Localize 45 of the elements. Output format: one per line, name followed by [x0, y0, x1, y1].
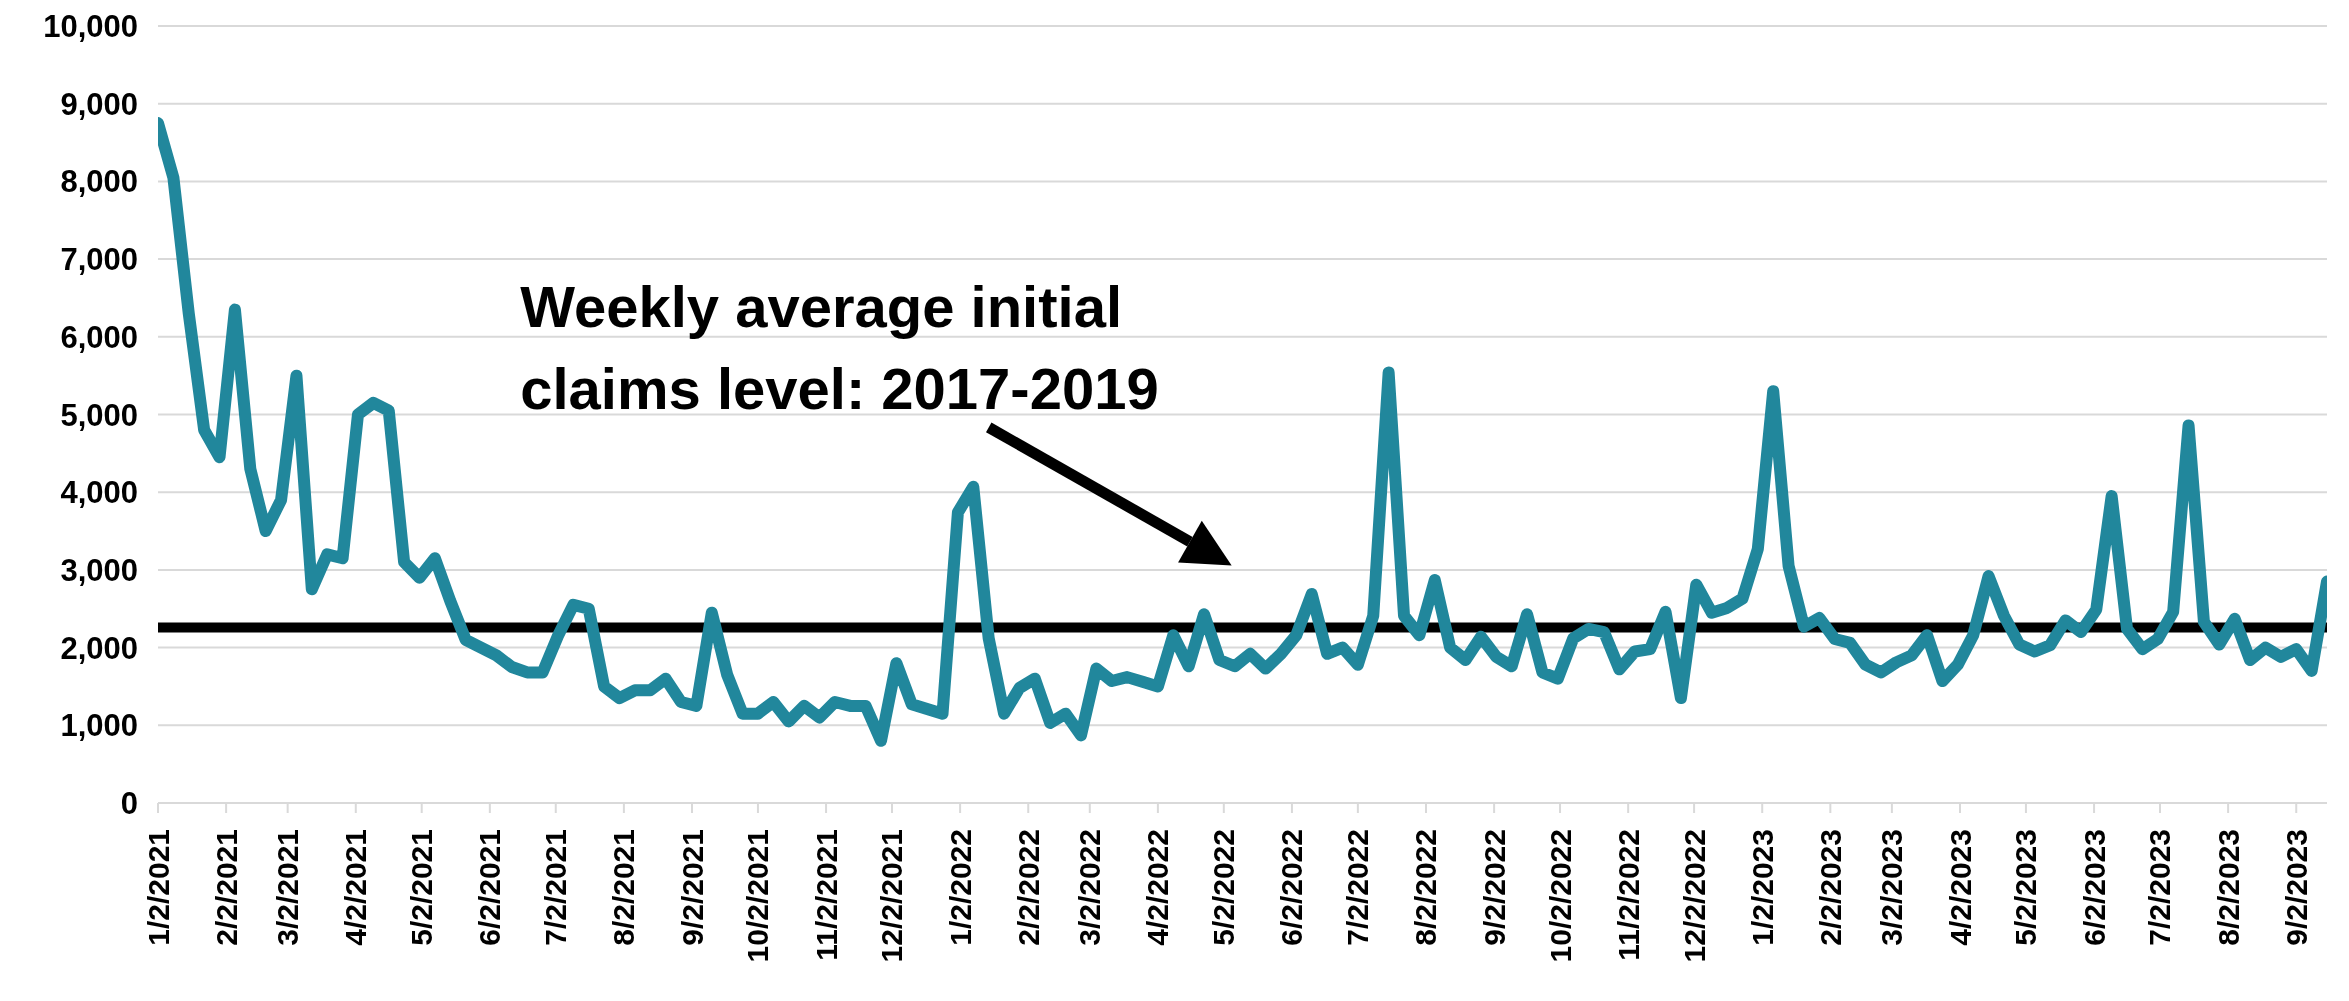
y-tick-label: 10,000: [43, 9, 138, 45]
y-tick-label: 1,000: [60, 708, 138, 744]
x-tick-label: 9/2/2023: [2279, 829, 2313, 946]
x-tick-label: 3/2/2022: [1073, 829, 1107, 946]
x-tick-label: 6/2/2023: [2077, 829, 2111, 946]
x-tick-label: 9/2/2022: [1477, 829, 1511, 946]
x-tick-label: 5/2/2023: [2009, 829, 2043, 946]
x-tick-label: 4/2/2021: [339, 829, 373, 946]
x-tick-label: 5/2/2022: [1207, 829, 1241, 946]
y-tick-label: 5,000: [60, 397, 138, 433]
x-tick-label: 10/2/2021: [741, 829, 775, 963]
annotation: Weekly average initial claims level: 2017-2019: [520, 274, 1159, 422]
x-tick-label: 12/2/2022: [1677, 829, 1711, 963]
x-tick-label: 8/2/2023: [2211, 829, 2245, 946]
x-tick-label: 1/2/2023: [1745, 829, 1779, 946]
x-tick-label: 4/2/2022: [1141, 829, 1175, 946]
x-tick-label: 9/2/2021: [675, 829, 709, 946]
x-tick-label: 8/2/2022: [1409, 829, 1443, 946]
y-tick-label: 4,000: [60, 475, 138, 511]
x-tick-label: 8/2/2021: [607, 829, 641, 946]
y-tick-label: 3,000: [60, 552, 138, 588]
x-tick-label: 1/2/2021: [141, 829, 175, 946]
x-tick-label: 3/2/2021: [271, 829, 305, 946]
y-tick-label: 8,000: [60, 164, 138, 200]
x-tick-label: 5/2/2021: [405, 829, 439, 946]
x-tick-label: 10/2/2022: [1543, 829, 1577, 963]
x-tick-label: 2/2/2021: [209, 829, 243, 946]
x-tick-label: 12/2/2021: [875, 829, 909, 963]
x-tick-label: 7/2/2021: [539, 829, 573, 946]
x-tick-label: 6/2/2022: [1275, 829, 1309, 946]
y-tick-label: 0: [120, 786, 138, 822]
x-tick-label: 1/2/2022: [943, 829, 977, 946]
x-tick-label: 11/2/2021: [809, 829, 843, 961]
x-tick-label: 4/2/2023: [1943, 829, 1977, 946]
x-tick-label: 7/2/2023: [2143, 829, 2177, 946]
x-tick-label: 11/2/2022: [1611, 829, 1645, 961]
x-tick-label: 7/2/2022: [1341, 829, 1375, 946]
x-tick-label: 2/2/2022: [1011, 829, 1045, 946]
y-tick-label: 9,000: [60, 86, 138, 122]
y-tick-label: 6,000: [60, 319, 138, 355]
y-tick-label: 2,000: [60, 630, 138, 666]
y-tick-label: 7,000: [60, 242, 138, 278]
x-tick-label: 6/2/2021: [473, 829, 507, 946]
x-tick-label: 3/2/2023: [1875, 829, 1909, 946]
x-tick-label: 2/2/2023: [1813, 829, 1847, 946]
